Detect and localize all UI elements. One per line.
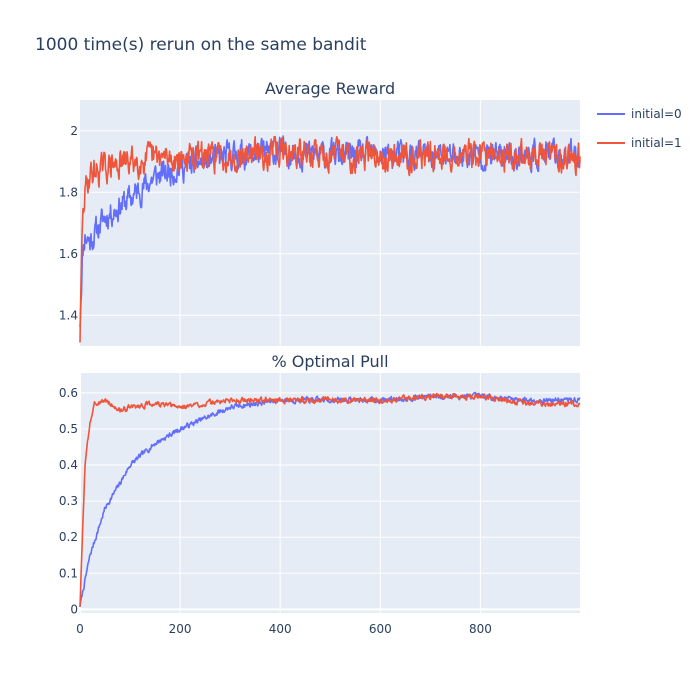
y-tick-label: 1.4 <box>59 308 78 322</box>
y-tick-label: 0.2 <box>59 530 78 544</box>
ticks-average-reward: 1.4 1.6 1.8 2 <box>59 124 78 323</box>
lines-optimal-pull <box>79 391 581 607</box>
subplot-title-optimal-pull: % Optimal Pull <box>271 352 388 371</box>
x-tick-label: 600 <box>369 622 392 636</box>
lines-average-reward <box>79 135 581 343</box>
y-tick-label: 1.6 <box>59 247 78 261</box>
plot-area-optimal-pull <box>80 373 580 613</box>
x-tick-label: 200 <box>169 622 192 636</box>
y-tick-label: 0.1 <box>59 566 78 580</box>
x-tick-label: 400 <box>269 622 292 636</box>
legend-label-initial-0: initial=0 <box>631 107 682 121</box>
y-tick-label: 1.8 <box>59 185 78 199</box>
legend[interactable]: initial=0 initial=1 <box>597 107 682 150</box>
legend-label-initial-1: initial=1 <box>631 136 682 150</box>
subplot-title-average-reward: Average Reward <box>265 79 395 98</box>
y-tick-label: 0.5 <box>59 422 78 436</box>
series-line-initial-1 <box>79 392 581 607</box>
y-tick-label: 0.4 <box>59 458 78 472</box>
plot-area-average-reward <box>80 100 580 346</box>
legend-item-initial-0[interactable]: initial=0 <box>597 107 682 121</box>
series-line-initial-1 <box>79 135 581 343</box>
y-tick-label: 0.3 <box>59 494 78 508</box>
grid-optimal-pull <box>79 373 580 613</box>
legend-item-initial-1[interactable]: initial=1 <box>597 136 682 150</box>
y-tick-label: 0 <box>70 602 78 616</box>
x-tick-label: 0 <box>76 622 84 636</box>
figure-title: 1000 time(s) rerun on the same bandit <box>35 35 367 55</box>
ticks-optimal-pull: 0 200 400 600 800 0 0.1 0.2 0.3 0.4 0.5 0.6 <box>59 386 492 636</box>
x-tick-label: 800 <box>469 622 492 636</box>
y-tick-label: 0.6 <box>59 386 78 400</box>
y-tick-label: 2 <box>70 124 78 138</box>
